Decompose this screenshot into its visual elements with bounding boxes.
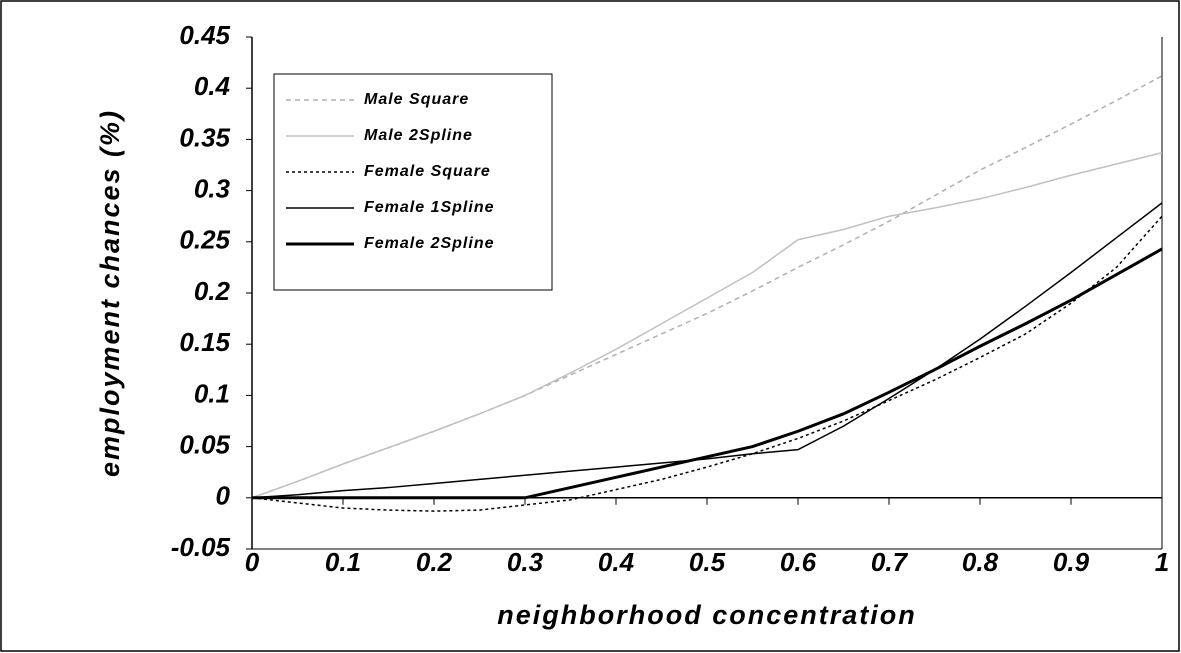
x-tick-label: 0.4 (598, 547, 635, 577)
x-tick-label: 0.7 (871, 547, 909, 577)
y-tick-label: 0.25 (179, 225, 230, 255)
series-line (251, 215, 1163, 512)
legend-label: Male Square (364, 91, 469, 108)
x-tick-label: 0.9 (1053, 547, 1090, 577)
legend-label: Female 2Spline (364, 235, 495, 252)
legend-label: Male 2Spline (364, 127, 473, 144)
x-tick-label: 1 (1155, 547, 1169, 577)
x-tick-label: 0.3 (507, 547, 544, 577)
y-axis-title: employment chances (%) (95, 109, 125, 477)
x-axis-title: neighborhood concentration (497, 600, 916, 630)
legend-label: Female 1Spline (364, 199, 495, 216)
y-tick-label: 0.45 (179, 20, 230, 50)
legend-label: Female Square (364, 163, 491, 180)
y-tick-label: 0.05 (179, 429, 230, 459)
x-tick-label: 0.6 (780, 547, 817, 577)
y-tick-label: 0 (216, 481, 231, 511)
y-tick-label: 0.15 (179, 327, 230, 357)
x-tick-label: 0.1 (325, 547, 361, 577)
legend-box (273, 73, 553, 291)
x-tick-label: 0.5 (689, 547, 726, 577)
series-line (251, 151, 1163, 499)
y-tick-label: 0.2 (194, 276, 231, 306)
x-tick-label: 0.2 (416, 547, 453, 577)
y-tick-label: -0.05 (171, 532, 231, 562)
x-tick-label: 0 (245, 547, 260, 577)
series-line (251, 202, 1163, 499)
y-tick-label: 0.35 (179, 122, 230, 152)
series-line (252, 247, 1163, 500)
y-tick-label: 0.1 (194, 378, 230, 408)
y-tick-label: 0.4 (194, 71, 231, 101)
x-tick-label: 0.8 (962, 547, 999, 577)
y-tick-label: 0.3 (194, 173, 231, 203)
